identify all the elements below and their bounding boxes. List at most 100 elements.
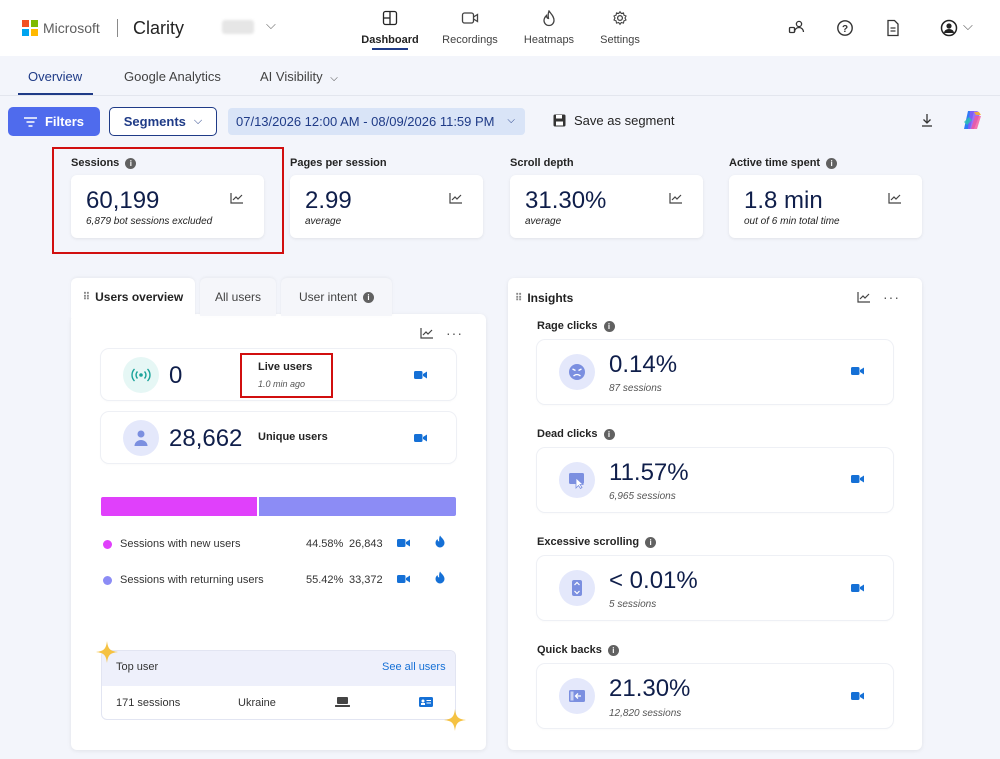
account-icon[interactable] (939, 18, 959, 38)
active-time-title: Active time spent i (729, 157, 838, 169)
account-chevron-icon[interactable]: ⌵ (963, 18, 973, 33)
info-icon[interactable]: i (363, 291, 375, 303)
video-recording-icon[interactable] (851, 691, 864, 701)
top-user-sessions: 171 sessions (116, 697, 181, 709)
unique-users-card[interactable] (101, 412, 456, 463)
quick-backs-title-label: Quick backs (537, 644, 602, 656)
active-time-value: 1.8 min (744, 187, 823, 214)
info-icon[interactable]: i (607, 644, 619, 656)
filters-label: Filters (44, 114, 84, 129)
trend-chart-icon[interactable] (230, 192, 244, 204)
tab-user-intent[interactable]: User intent i (281, 278, 392, 316)
nav-heatmaps[interactable]: Heatmaps (509, 9, 589, 46)
live-users-card[interactable] (101, 349, 456, 400)
pages-title-label: Pages per session (290, 157, 387, 169)
rage-clicks-card[interactable] (537, 340, 893, 404)
user-card-icon[interactable] (419, 697, 433, 707)
tab-google-analytics[interactable]: Google Analytics (124, 69, 221, 84)
nav-settings[interactable]: Settings (580, 10, 660, 46)
info-icon[interactable]: i (603, 320, 615, 332)
save-as-segment-button[interactable]: Save as segment (553, 113, 674, 128)
dead-clicks-card[interactable] (537, 448, 893, 512)
active-time-sub: out of 6 min total time (744, 216, 840, 227)
excessive-scrolling-sessions: 5 sessions (609, 599, 657, 610)
tab-ai-visibility[interactable]: AI Visibility ⌵ (260, 69, 338, 84)
chevron-down-icon[interactable]: ⌵ (266, 17, 276, 32)
new-users-count: 26,843 (349, 538, 383, 550)
quick-backs-sessions: 12,820 sessions (609, 708, 682, 719)
segments-button[interactable]: Segments ⌵ (109, 107, 217, 136)
filter-icon (23, 116, 37, 127)
filters-button[interactable]: Filters (8, 107, 100, 136)
document-icon[interactable] (883, 18, 903, 38)
nav-dashboard-label: Dashboard (361, 34, 419, 46)
angry-face-icon (559, 354, 595, 390)
heatmap-flame-icon[interactable] (435, 571, 445, 584)
download-icon[interactable] (920, 113, 934, 130)
info-icon[interactable]: i (645, 536, 657, 548)
returning-users-segment[interactable] (259, 497, 456, 516)
excessive-scrolling-card[interactable] (537, 556, 893, 620)
video-icon (430, 10, 510, 30)
copilot-icon[interactable] (960, 108, 984, 135)
sessions-card[interactable]: 60,199 6,879 bot sessions excluded (71, 175, 264, 238)
video-recording-icon[interactable] (397, 574, 410, 584)
cursor-click-icon (559, 462, 595, 498)
project-selector[interactable] (222, 20, 254, 34)
date-range-value: 07/13/2026 12:00 AM - 08/09/2026 11:59 P… (236, 114, 495, 129)
new-users-segment[interactable] (101, 497, 260, 516)
video-recording-icon[interactable] (414, 370, 427, 380)
pages-card[interactable]: 2.99 average (290, 175, 483, 238)
trend-chart-icon[interactable] (420, 327, 434, 339)
heatmap-flame-icon[interactable] (435, 535, 445, 548)
tab-overview[interactable]: Overview (28, 69, 83, 84)
video-recording-icon[interactable] (397, 538, 410, 548)
live-users-timestamp: 1.0 min ago (258, 379, 306, 389)
quick-backs-card[interactable] (537, 664, 893, 728)
trend-chart-icon[interactable] (857, 291, 871, 303)
nav-recordings[interactable]: Recordings (430, 10, 510, 46)
drag-handle-icon[interactable]: ⠿ (515, 292, 522, 304)
sparkle-icon (96, 641, 118, 663)
dead-clicks-sessions: 6,965 sessions (609, 491, 676, 502)
insights-title: Insights (527, 291, 574, 305)
scroll-card[interactable]: 31.30% average (510, 175, 703, 238)
svg-text:?: ? (842, 24, 848, 35)
drag-handle-icon[interactable]: ⠿ (82, 291, 90, 303)
more-options-icon[interactable]: ··· (446, 325, 463, 341)
active-time-card[interactable]: 1.8 min out of 6 min total time (729, 175, 922, 238)
info-icon[interactable]: i (125, 157, 137, 169)
quick-backs-value: 21.30% (609, 675, 691, 702)
people-switch-icon[interactable] (787, 18, 807, 38)
sessions-sub: 6,879 bot sessions excluded (86, 216, 213, 227)
nav-dashboard[interactable]: Dashboard (350, 10, 430, 50)
tab-users-overview-label: Users overview (95, 290, 184, 304)
rage-clicks-title-label: Rage clicks (537, 320, 598, 332)
chevron-down-icon: ⌵ (330, 73, 338, 84)
excessive-scrolling-value: < 0.01% (609, 567, 698, 594)
dead-clicks-title-label: Dead clicks (537, 428, 598, 440)
microsoft-brand: Microsoft (43, 20, 100, 36)
insights-header: ⠿ Insights (515, 291, 573, 305)
video-recording-icon[interactable] (851, 366, 864, 376)
info-icon[interactable]: i (603, 428, 615, 440)
video-recording-icon[interactable] (851, 474, 864, 484)
trend-chart-icon[interactable] (669, 192, 683, 204)
tab-all-users[interactable]: All users (200, 278, 276, 316)
video-recording-icon[interactable] (414, 433, 427, 443)
date-range-picker[interactable]: 07/13/2026 12:00 AM - 08/09/2026 11:59 P… (228, 108, 525, 135)
trend-chart-icon[interactable] (888, 192, 902, 204)
quick-backs-title: Quick backs i (537, 644, 619, 656)
more-options-icon[interactable]: ··· (883, 289, 900, 305)
sessions-split-bar (101, 497, 456, 516)
see-all-users-link[interactable]: See all users (382, 661, 446, 673)
pages-title: Pages per session (290, 157, 387, 169)
info-icon[interactable]: i (826, 157, 838, 169)
product-name[interactable]: Clarity (133, 18, 185, 38)
help-icon[interactable]: ? (835, 18, 855, 38)
unique-users-value: 28,662 (169, 425, 243, 452)
tab-users-overview[interactable]: ⠿ Users overview (71, 278, 195, 316)
trend-chart-icon[interactable] (449, 192, 463, 204)
video-recording-icon[interactable] (851, 583, 864, 593)
tab-ai-visibility-label: AI Visibility (260, 69, 323, 84)
